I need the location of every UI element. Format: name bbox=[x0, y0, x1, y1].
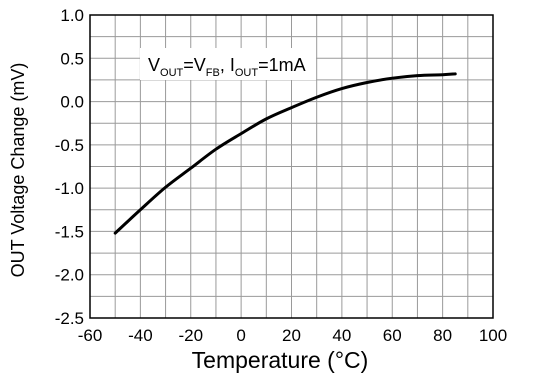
annotation-text: , I bbox=[220, 55, 235, 75]
x-tick-label: 20 bbox=[282, 326, 301, 345]
y-tick-label: 0.5 bbox=[60, 49, 84, 68]
x-tick-label: -60 bbox=[78, 326, 103, 345]
y-tick-label: -1.0 bbox=[55, 179, 84, 198]
x-tick-label: 60 bbox=[383, 326, 402, 345]
series bbox=[113, 72, 457, 235]
x-tick-label: 0 bbox=[236, 326, 245, 345]
y-tick-label: -1.5 bbox=[55, 222, 84, 241]
annotation-subscript: OUT bbox=[160, 67, 184, 79]
y-tick-label: -2.5 bbox=[55, 309, 84, 328]
annotation-text: =1mA bbox=[258, 55, 306, 75]
y-tick-label: 1.0 bbox=[60, 6, 84, 25]
x-axis-title: Temperature (°C) bbox=[192, 347, 369, 373]
series-line bbox=[113, 72, 457, 235]
annotation-subscript: FB bbox=[206, 67, 220, 79]
x-tick-label: 80 bbox=[433, 326, 452, 345]
y-axis-title: OUT Voltage Change (mV) bbox=[8, 63, 28, 278]
y-tick-label: 0.0 bbox=[60, 93, 84, 112]
x-tick-label: 40 bbox=[332, 326, 351, 345]
tick-labels: -60 -40 -20 0 20 40 60 80 100 1.0 0.5 0.0 -0.5 -1.0 -1… bbox=[55, 6, 507, 345]
x-tick-label: -20 bbox=[178, 326, 203, 345]
y-tick-label: -2.0 bbox=[55, 266, 84, 285]
x-tick-label: -40 bbox=[128, 326, 153, 345]
annotation-subscript: OUT bbox=[235, 67, 259, 79]
annotation-background bbox=[140, 48, 316, 80]
annotation-text: V bbox=[148, 55, 160, 75]
annotation-text: =V bbox=[183, 55, 206, 75]
plot-frame bbox=[89, 14, 494, 319]
x-tick-label: 100 bbox=[479, 326, 507, 345]
annotation: VOUT=VFB, IOUT=1mA bbox=[148, 55, 306, 79]
y-tick-label: -0.5 bbox=[55, 136, 84, 155]
